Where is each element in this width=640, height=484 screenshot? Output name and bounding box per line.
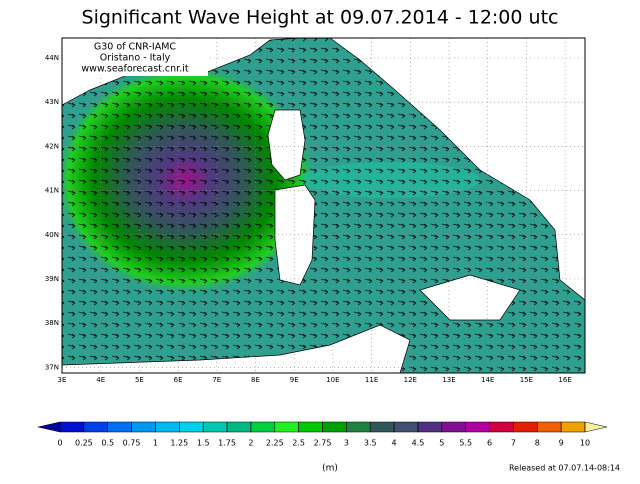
colorbar-label: 10	[580, 439, 590, 448]
colorbar-segment	[226, 421, 252, 433]
lon-label: 6E	[174, 376, 183, 384]
colorbar-segment	[346, 421, 371, 433]
lat-label: 44N	[45, 54, 59, 62]
colorbar-label: 8	[535, 439, 540, 448]
colorbar-label: 0.25	[75, 439, 93, 448]
lon-label: 5E	[135, 376, 144, 384]
colorbar-label: 2.5	[292, 439, 305, 448]
colorbar-label: 3	[344, 439, 349, 448]
unit: (m)	[322, 464, 338, 474]
lon-label: 12E	[404, 376, 417, 384]
title: Significant Wave Height at 09.07.2014 - …	[82, 7, 559, 29]
colorbar-label: 0.5	[101, 439, 114, 448]
colorbar-label: 0.75	[123, 439, 141, 448]
colorbar-segment	[393, 421, 419, 433]
lat-label: 43N	[45, 98, 59, 106]
lat-label: 42N	[45, 142, 59, 150]
lat-label: 40N	[45, 231, 59, 239]
lon-label: 13E	[442, 376, 455, 384]
colorbar-label: 2.25	[266, 439, 284, 448]
colorbar-label: 4	[392, 439, 397, 448]
colorbar-label: 5.5	[459, 439, 472, 448]
colorbar-label: 5	[439, 439, 444, 448]
lat-label: 38N	[45, 319, 59, 327]
colorbar-segment	[513, 421, 538, 433]
lon-label: 11E	[365, 376, 378, 384]
colorbar-segment	[537, 421, 562, 433]
release-time: Released at 07.07.14-08:14	[509, 464, 620, 473]
credit-box	[66, 40, 208, 76]
colorbar-segment	[489, 421, 514, 433]
colorbar-end	[37, 421, 61, 433]
map-frame	[61, 37, 586, 374]
land	[329, 38, 585, 301]
lat-label: 37N	[45, 363, 59, 371]
colorbar-segment	[202, 421, 228, 433]
lon-label: 14E	[481, 376, 494, 384]
lon-label: 9E	[290, 376, 299, 384]
colorbar-segment	[274, 421, 299, 433]
lon-label: 3E	[58, 376, 67, 384]
colorbar-segment	[107, 421, 132, 433]
colorbar-label: 4.5	[412, 439, 425, 448]
credit: G30 of CNR-IAMC	[94, 42, 177, 53]
colorbar-segment	[465, 421, 490, 433]
lat-label: 41N	[45, 187, 59, 195]
credit: www.seaforecast.cnr.it	[81, 64, 188, 75]
colorbar-label: 9	[559, 439, 564, 448]
credit: Oristano - Italy	[100, 53, 171, 64]
colorbar-segment	[131, 421, 156, 433]
colorbar-label: 0	[57, 439, 62, 448]
lon-label: 8E	[251, 376, 260, 384]
colorbar-segment	[441, 421, 466, 433]
lon-label: 7E	[212, 376, 221, 384]
lon-label: 15E	[520, 376, 533, 384]
lat-label: 39N	[45, 275, 59, 283]
colorbar-segment	[322, 421, 347, 433]
map	[62, 38, 585, 373]
colorbar-label: 1.75	[218, 439, 236, 448]
colorbar-segment	[155, 421, 180, 433]
colorbar-segment	[59, 421, 85, 433]
colorbar-label: 3.5	[364, 439, 377, 448]
colorbar-label: 1	[153, 439, 158, 448]
land	[267, 109, 306, 181]
colorbar-label: 1.5	[197, 439, 210, 448]
colorbar-segment	[369, 421, 395, 433]
colorbar-segment	[83, 421, 108, 433]
colorbar-segment	[560, 421, 586, 433]
colorbar-label: 6	[487, 439, 492, 448]
colorbar-segment	[250, 421, 276, 433]
colorbar-end	[584, 421, 608, 433]
colorbar-segment	[179, 421, 204, 433]
lon-label: 10E	[326, 376, 339, 384]
colorbar-label: 1.25	[170, 439, 188, 448]
colorbar-segment	[298, 421, 323, 433]
land	[62, 324, 411, 373]
lon-label: 16E	[558, 376, 571, 384]
land	[419, 274, 521, 321]
colorbar-segment	[417, 421, 443, 433]
lon-label: 4E	[96, 376, 105, 384]
colorbar-label: 7	[511, 439, 516, 448]
colorbar-label: 2.75	[314, 439, 332, 448]
colorbar-label: 2	[248, 439, 253, 448]
